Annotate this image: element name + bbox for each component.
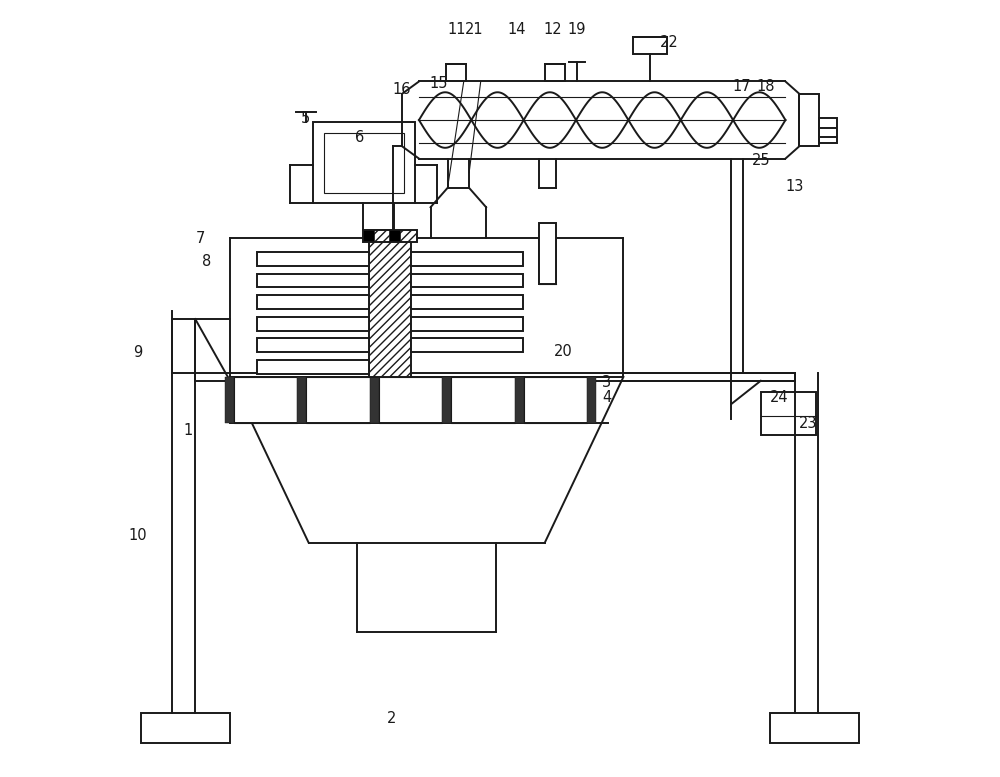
Text: 18: 18 xyxy=(756,78,775,93)
Text: 22: 22 xyxy=(660,36,679,51)
Bar xyxy=(234,377,297,423)
Bar xyxy=(369,238,411,377)
Bar xyxy=(225,377,234,423)
Bar xyxy=(411,338,523,352)
Text: 19: 19 xyxy=(568,23,586,37)
Bar xyxy=(313,122,415,204)
Text: 24: 24 xyxy=(770,390,789,406)
Text: 14: 14 xyxy=(507,23,525,37)
Bar xyxy=(539,223,556,284)
Bar xyxy=(363,230,417,242)
Text: 16: 16 xyxy=(392,82,411,96)
Bar xyxy=(379,377,442,423)
Text: 15: 15 xyxy=(429,76,448,91)
Text: 13: 13 xyxy=(786,179,804,194)
Bar xyxy=(770,713,859,744)
Bar xyxy=(446,64,466,82)
Bar xyxy=(324,133,404,193)
Bar xyxy=(141,713,230,744)
Text: 25: 25 xyxy=(751,153,770,169)
Bar xyxy=(524,377,587,423)
Bar xyxy=(633,37,667,54)
Bar xyxy=(370,377,379,423)
Text: 6: 6 xyxy=(355,131,364,145)
Text: 20: 20 xyxy=(554,344,573,359)
Text: 10: 10 xyxy=(128,528,147,542)
Bar xyxy=(257,360,369,374)
Text: 21: 21 xyxy=(464,23,483,37)
Bar xyxy=(587,377,596,423)
Bar xyxy=(297,377,306,423)
Text: 9: 9 xyxy=(133,345,142,360)
Bar xyxy=(411,274,523,287)
Text: 7: 7 xyxy=(196,231,205,246)
Bar xyxy=(363,230,374,241)
Bar xyxy=(257,295,369,309)
Bar xyxy=(257,338,369,352)
Bar xyxy=(257,317,369,331)
Text: 4: 4 xyxy=(602,390,611,406)
Bar xyxy=(411,252,523,266)
Bar xyxy=(411,295,523,309)
Bar xyxy=(761,392,816,435)
Bar xyxy=(515,377,524,423)
Bar xyxy=(545,64,565,82)
Bar xyxy=(442,377,451,423)
Text: 1: 1 xyxy=(183,423,192,438)
Bar xyxy=(411,317,523,331)
Text: 3: 3 xyxy=(602,375,611,390)
Text: 5: 5 xyxy=(301,111,310,126)
Bar xyxy=(451,377,515,423)
Text: 17: 17 xyxy=(733,78,752,93)
Bar xyxy=(819,119,837,143)
Text: 12: 12 xyxy=(543,23,562,37)
Bar xyxy=(799,94,819,146)
Bar xyxy=(257,274,369,287)
Text: 2: 2 xyxy=(387,711,397,726)
Text: 8: 8 xyxy=(202,254,211,269)
Text: 11: 11 xyxy=(448,23,466,37)
Bar xyxy=(257,252,369,266)
Text: 23: 23 xyxy=(799,416,818,430)
Bar xyxy=(306,377,370,423)
Bar xyxy=(389,230,400,241)
